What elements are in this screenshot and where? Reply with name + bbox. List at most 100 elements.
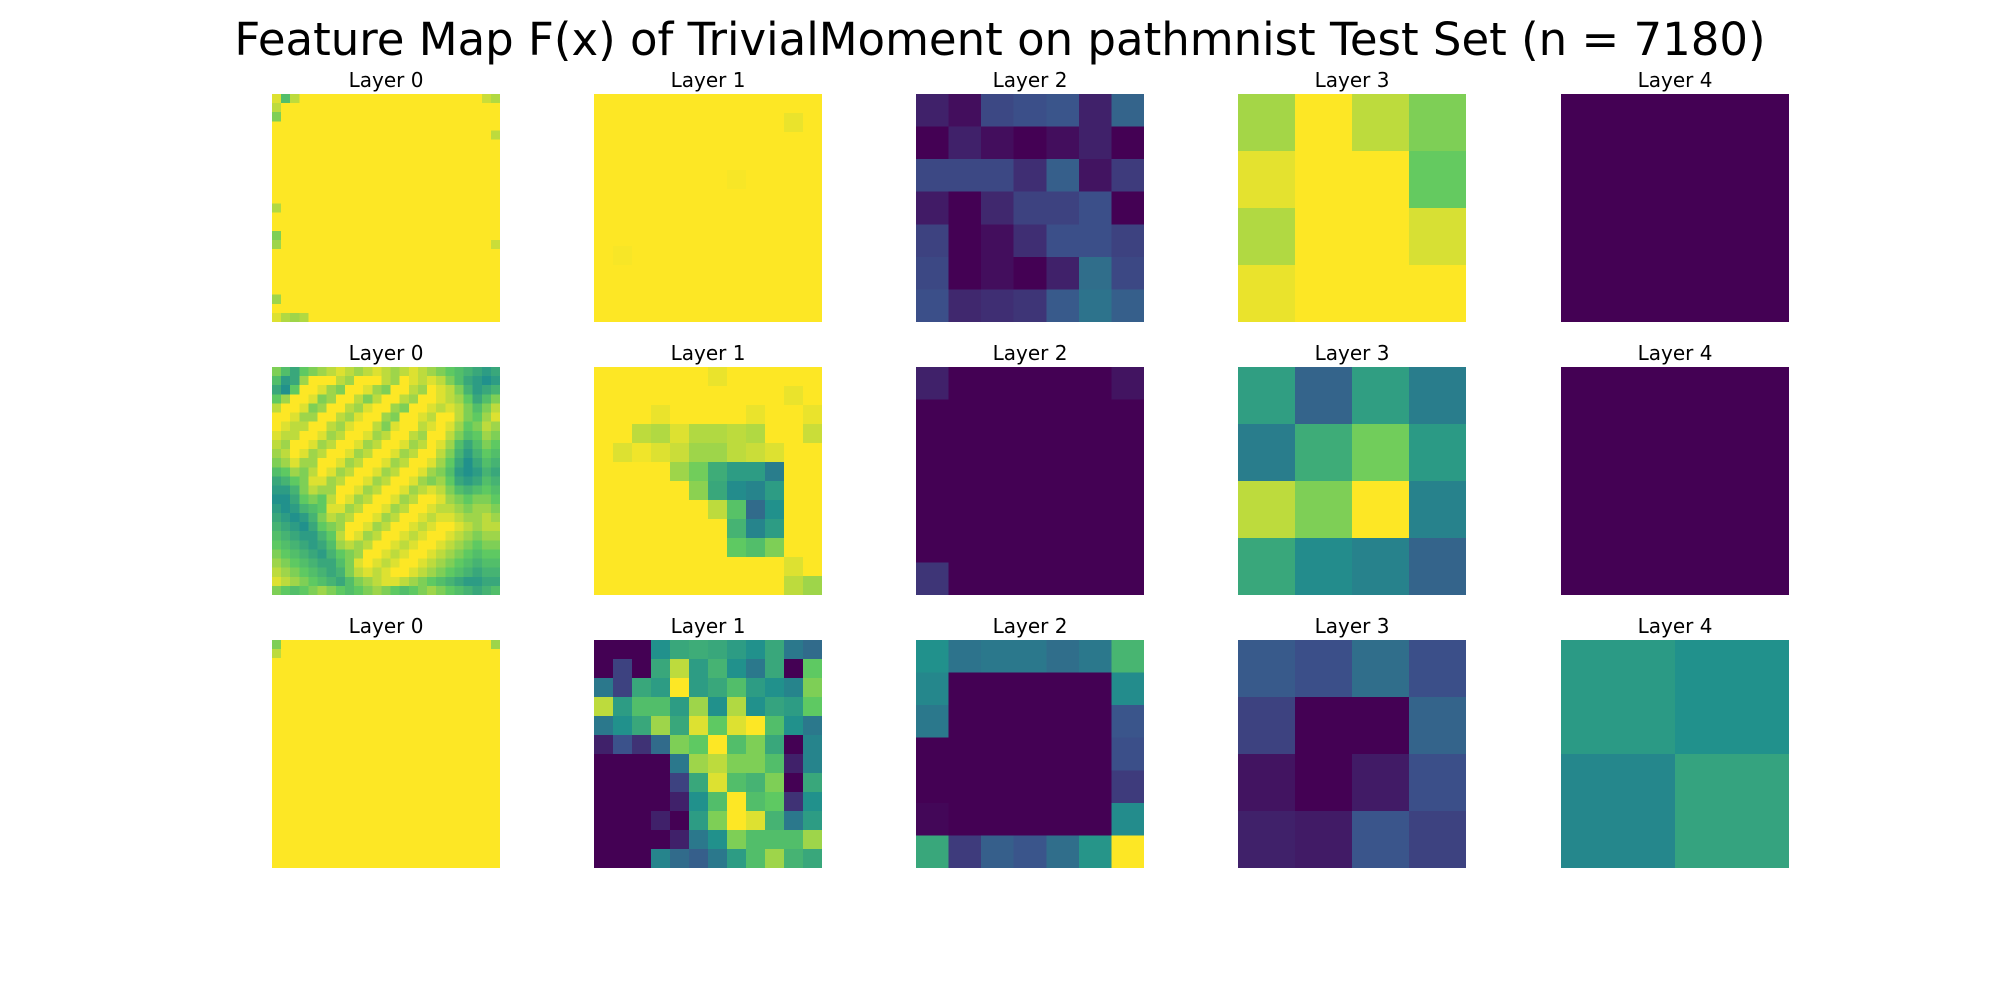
heatmap-cell [281, 258, 291, 268]
heatmap-cell [317, 467, 328, 478]
heatmap-cell [670, 792, 690, 812]
heatmap-cell [463, 258, 474, 268]
heatmap-cell [363, 813, 373, 823]
heatmap-cell [454, 522, 465, 532]
heatmap-cell [463, 712, 474, 723]
heatmap-cell [417, 157, 428, 168]
heatmap-cell [472, 221, 483, 232]
heatmap-cell [708, 773, 728, 793]
heatmap-cell [308, 394, 319, 405]
heatmap-cell [326, 667, 337, 678]
heatmap-cell [408, 303, 419, 314]
heatmap-cell [335, 157, 346, 168]
heatmap-cell [727, 735, 747, 755]
heatmap-cell [765, 659, 785, 679]
heatmap-cell [1295, 151, 1353, 209]
heatmap-cell [354, 676, 364, 687]
heatmap-cell [381, 849, 392, 860]
heatmap-cell [454, 148, 465, 159]
heatmap-cell [417, 367, 428, 377]
heatmap-cell [472, 712, 483, 723]
heatmap-cell [326, 712, 337, 723]
heatmap-image [594, 94, 822, 322]
heatmap-cell [372, 494, 383, 505]
heatmap-cell [689, 519, 709, 539]
heatmap-cell [308, 157, 319, 168]
heatmap-cell [981, 737, 1015, 771]
heatmap-cell [472, 212, 483, 223]
heatmap-cell [417, 421, 428, 432]
heatmap-cell [427, 276, 437, 287]
heatmap-cell [803, 265, 822, 285]
heatmap-cell [417, 522, 428, 532]
heatmap-cell [481, 767, 492, 778]
heatmap-cell [272, 303, 282, 314]
heatmap-cell [326, 549, 337, 560]
heatmap-cell [1046, 835, 1080, 868]
heatmap-cell [390, 531, 401, 541]
heatmap-cell [317, 749, 328, 760]
heatmap-cell [784, 735, 804, 755]
heatmap-cell [354, 430, 364, 441]
heatmap-cell [948, 289, 982, 322]
heatmap-cell [390, 494, 401, 505]
heatmap-cell [916, 399, 950, 433]
heatmap-cell [454, 849, 465, 860]
heatmap-panel: Layer 4 [1561, 66, 1789, 322]
heatmap-cell [490, 285, 500, 296]
heatmap-cell [445, 731, 455, 741]
heatmap-cell [481, 685, 492, 696]
heatmap-cell [372, 467, 383, 478]
heatmap-cell [436, 858, 446, 868]
heatmap-cell [299, 394, 310, 405]
heatmap-cell [689, 659, 709, 679]
heatmap-cell [390, 176, 401, 186]
heatmap-cell [344, 403, 355, 414]
heatmap-cell [344, 649, 355, 659]
heatmap-cell [1013, 126, 1047, 160]
heatmap-cell [1352, 481, 1410, 539]
heatmap-cell [281, 549, 291, 560]
heatmap-cell [784, 576, 804, 595]
heatmap-cell [335, 194, 346, 205]
heatmap-cell [689, 481, 709, 501]
heatmap-cell [632, 132, 652, 152]
heatmap-cell [436, 694, 446, 705]
heatmap-cell [344, 157, 355, 168]
heatmap-cell [354, 312, 364, 322]
heatmap-cell [363, 185, 373, 195]
heatmap-cell [445, 813, 455, 823]
heatmap-cell [417, 767, 428, 778]
heatmap-cell [708, 811, 728, 831]
heatmap-cell [417, 712, 428, 723]
heatmap-cell [727, 113, 747, 133]
heatmap-cell [317, 640, 328, 650]
heatmap-cell [272, 749, 282, 760]
heatmap-cell [765, 386, 785, 406]
heatmap-cell [1078, 802, 1113, 837]
heatmap-cell [390, 385, 401, 395]
heatmap-cell [436, 121, 446, 132]
heatmap-cell [381, 267, 392, 277]
heatmap-cell [372, 203, 383, 214]
heatmap-cell [481, 239, 492, 250]
heatmap-cell [317, 694, 328, 705]
heatmap-cell [1238, 424, 1296, 482]
heatmap-cell [445, 439, 455, 450]
heatmap-cell [335, 476, 346, 487]
heatmap-cell [381, 112, 392, 122]
heatmap-cell [308, 412, 319, 423]
heatmap-cell [481, 649, 492, 659]
heatmap-cell [272, 731, 282, 741]
heatmap-cell [481, 403, 492, 414]
heatmap-cell [981, 705, 1015, 739]
heatmap-cell [445, 421, 455, 432]
heatmap-cell [463, 276, 474, 287]
heatmap-cell [390, 239, 401, 250]
heatmap-cell [765, 811, 785, 831]
heatmap-cell [594, 792, 614, 812]
heatmap-cell [463, 312, 474, 322]
heatmap-cell [746, 519, 766, 539]
heatmap-cell [1409, 811, 1466, 868]
heatmap-cell [651, 367, 671, 387]
